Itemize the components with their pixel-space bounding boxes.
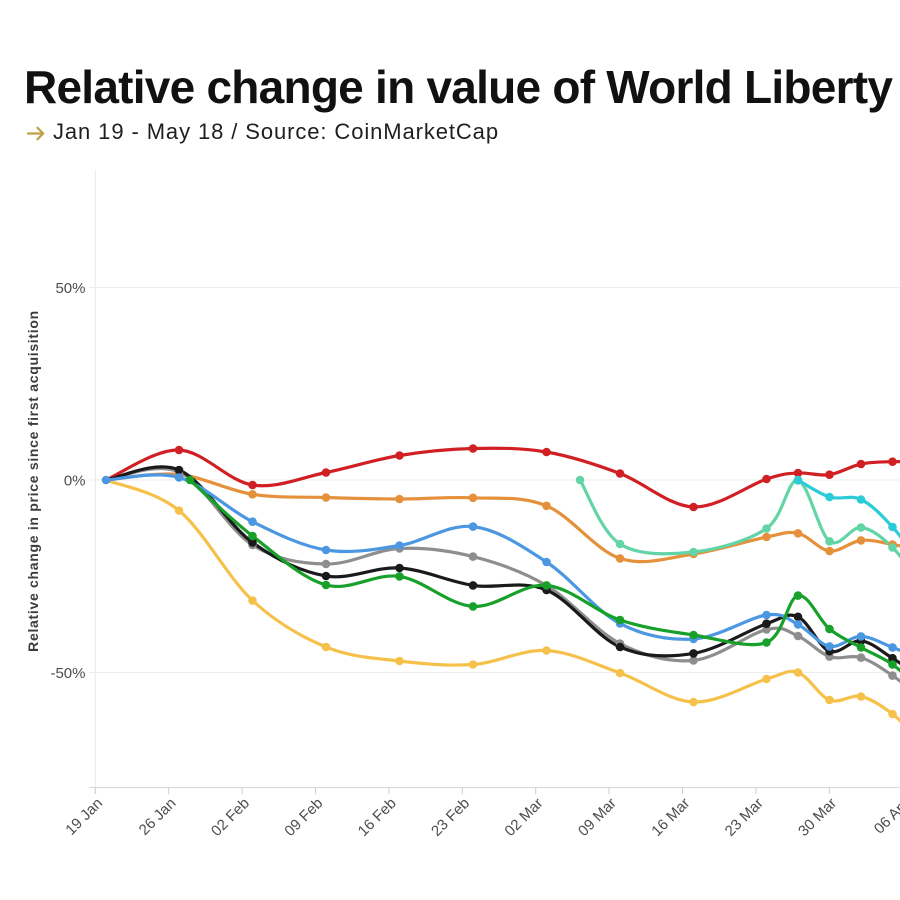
svg-text:09 Mar: 09 Mar (575, 795, 620, 840)
svg-text:0%: 0% (64, 472, 86, 489)
svg-text:30 Mar: 30 Mar (795, 795, 840, 840)
svg-text:19 Jan: 19 Jan (62, 795, 106, 839)
svg-text:16 Feb: 16 Feb (355, 795, 400, 840)
svg-text:23 Feb: 23 Feb (428, 795, 473, 840)
svg-text:02 Feb: 02 Feb (208, 795, 253, 840)
svg-text:16 Mar: 16 Mar (648, 795, 693, 840)
svg-text:06 Apr: 06 Apr (871, 795, 900, 838)
svg-text:26 Jan: 26 Jan (136, 795, 180, 839)
svg-text:-50%: -50% (50, 665, 85, 682)
svg-text:09 Feb: 09 Feb (281, 795, 326, 840)
svg-text:50%: 50% (55, 280, 85, 297)
svg-text:Relative change in price since: Relative change in price since first acq… (25, 310, 41, 652)
svg-text:02 Mar: 02 Mar (501, 795, 546, 840)
svg-text:23 Mar: 23 Mar (722, 795, 767, 840)
